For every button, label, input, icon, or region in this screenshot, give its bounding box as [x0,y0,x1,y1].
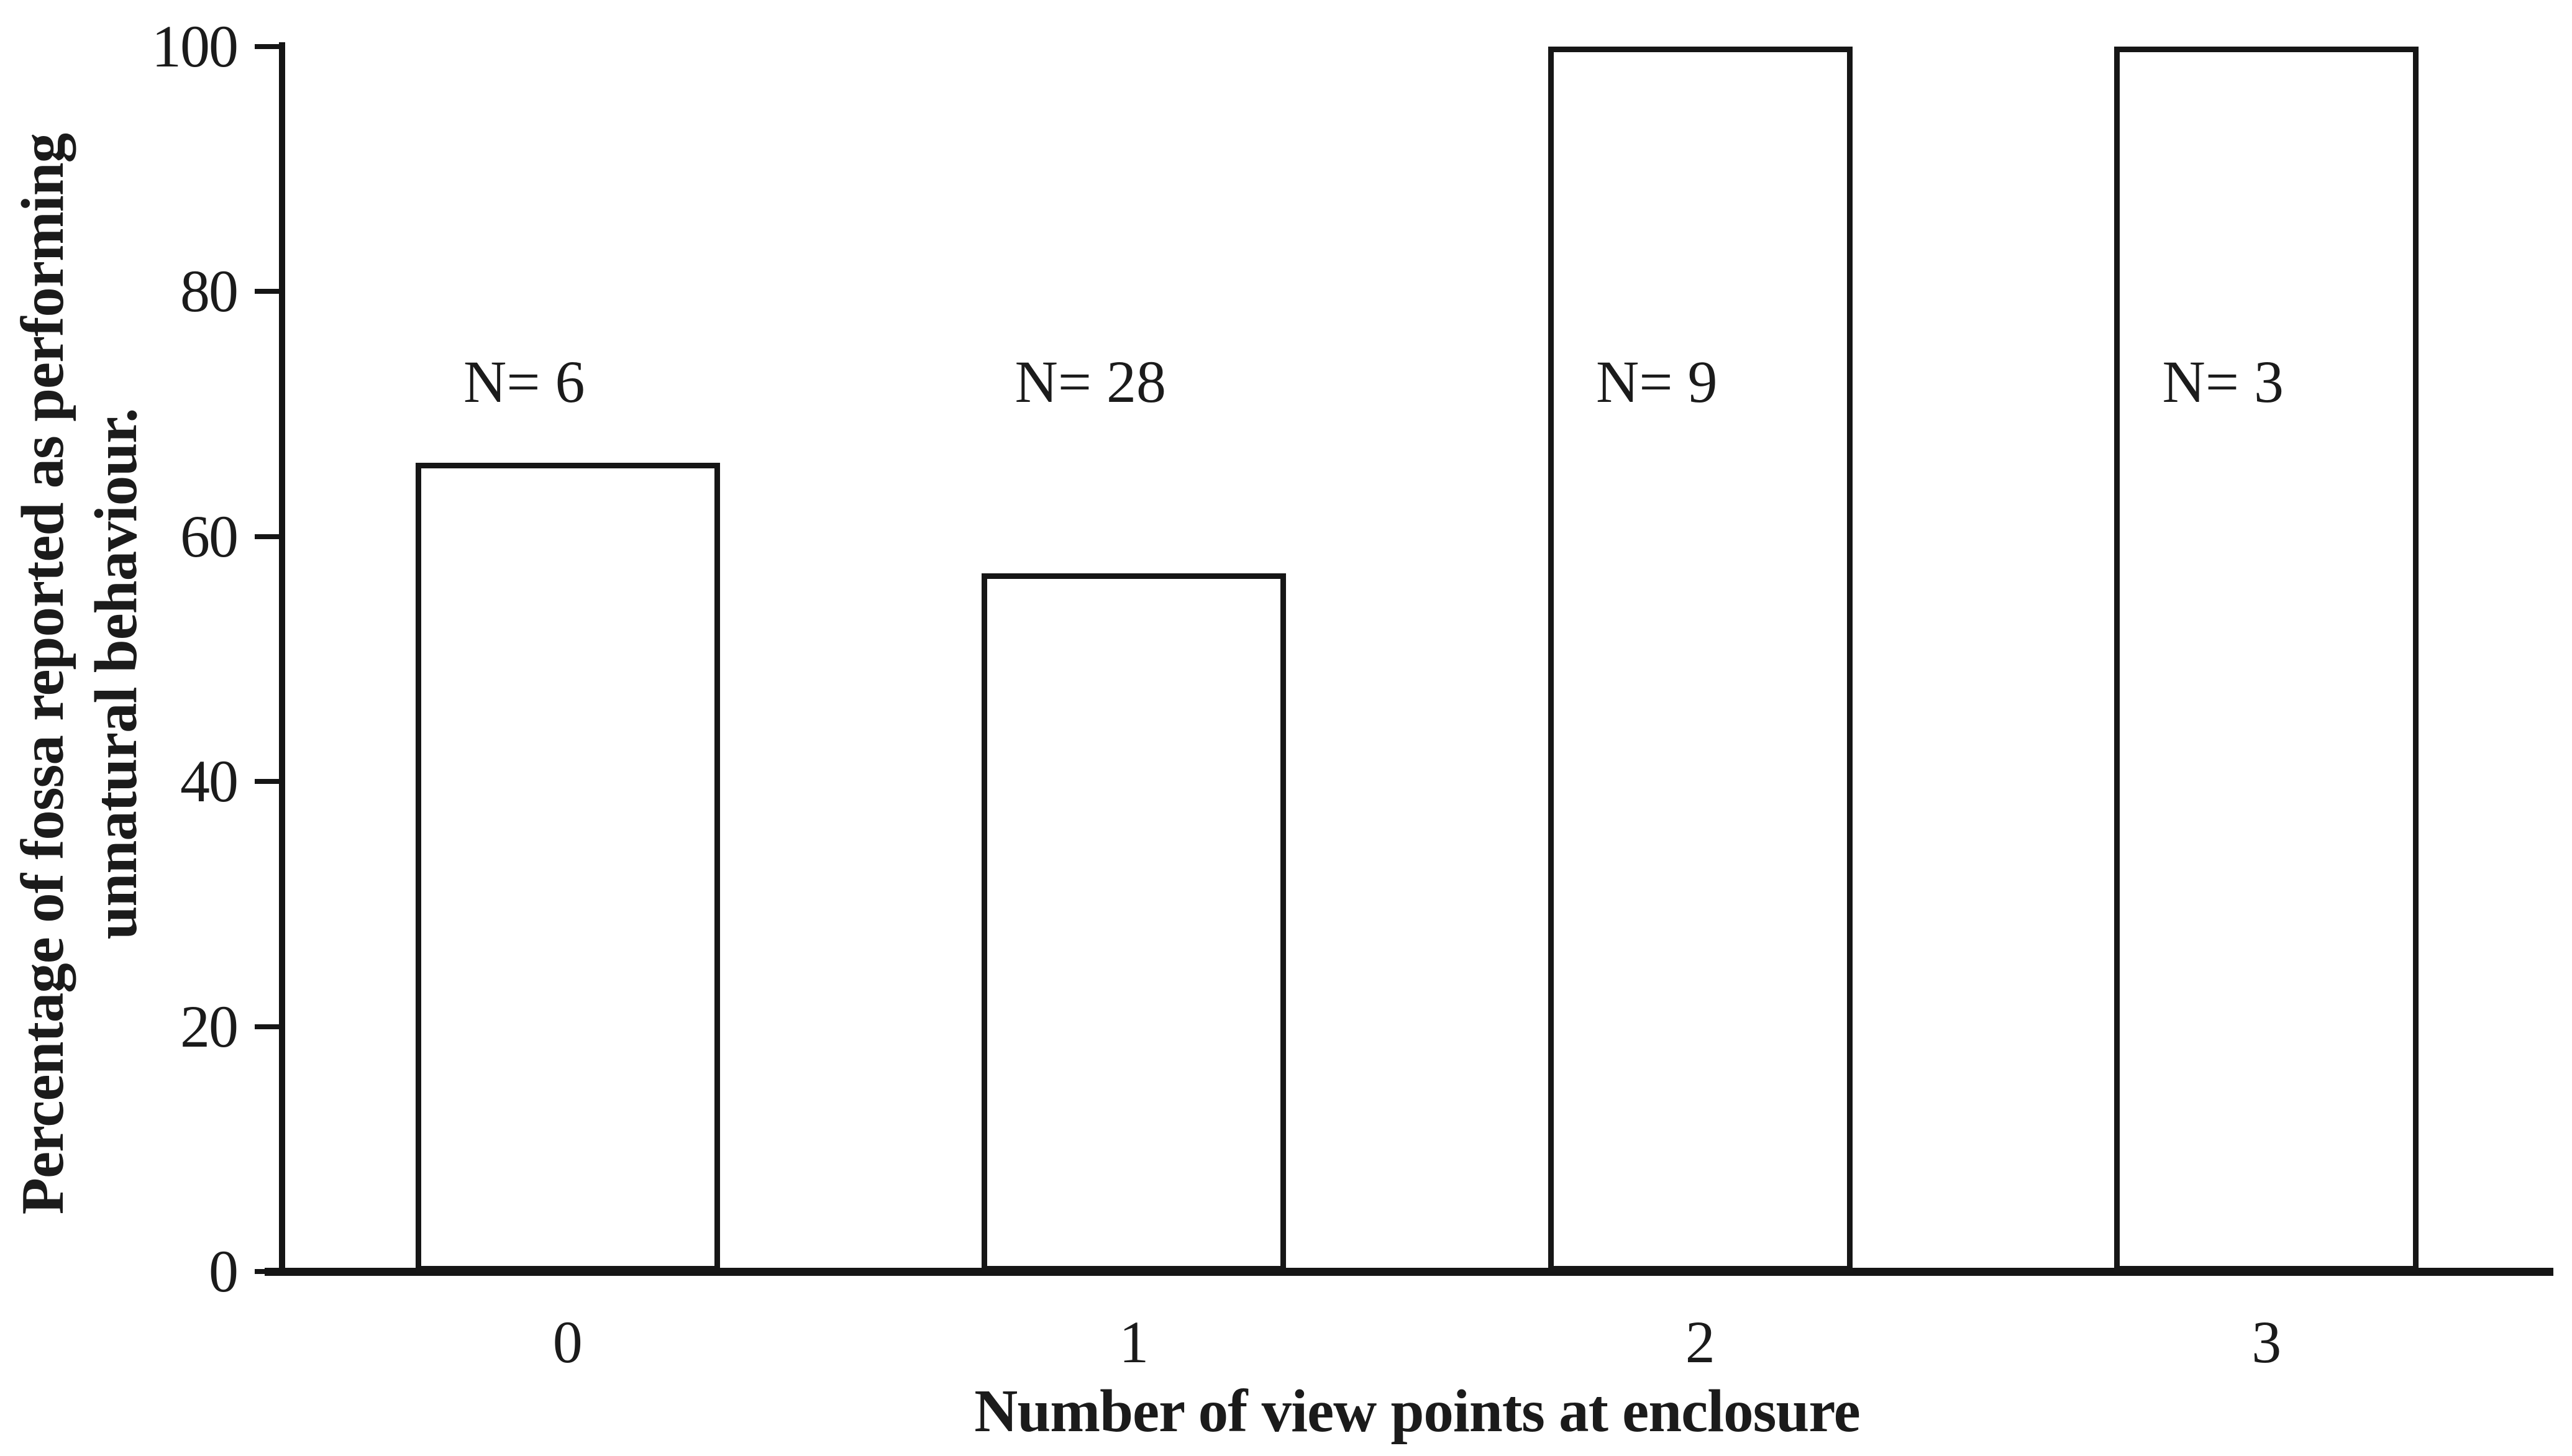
y-tick-100 [255,44,282,49]
bar-count-label-1: N= 28 [1015,348,1166,415]
y-tick-label-40: 40 [180,748,239,815]
y-tick-label-100: 100 [152,13,239,80]
y-tick-20 [255,1024,282,1029]
x-tick-label-3: 3 [2251,1309,2282,1375]
x-tick-label-0: 0 [552,1309,583,1375]
bar-1 [982,573,1287,1272]
bar-count-label-0: N= 6 [463,348,585,415]
y-tick-label-0: 0 [209,1238,239,1304]
bar-0 [415,463,720,1272]
y-axis-line [279,42,285,1276]
x-tick-label-2: 2 [1685,1309,1715,1375]
y-tick-label-20: 20 [180,993,239,1060]
y-tick-label-80: 80 [180,258,239,325]
y-tick-80 [255,289,282,294]
x-axis-title: Number of view points at enclosure [974,1378,1860,1444]
x-tick-label-1: 1 [1119,1309,1149,1375]
bar-3 [2114,47,2419,1272]
bar-count-label-3: N= 3 [2162,348,2284,415]
y-tick-0 [255,1269,282,1274]
y-tick-40 [255,779,282,785]
bar-count-label-2: N= 9 [1596,348,1718,415]
bar-2 [1548,47,1853,1272]
y-tick-label-60: 60 [180,503,239,570]
x-axis-line [265,1268,2553,1276]
y-tick-60 [255,534,282,539]
